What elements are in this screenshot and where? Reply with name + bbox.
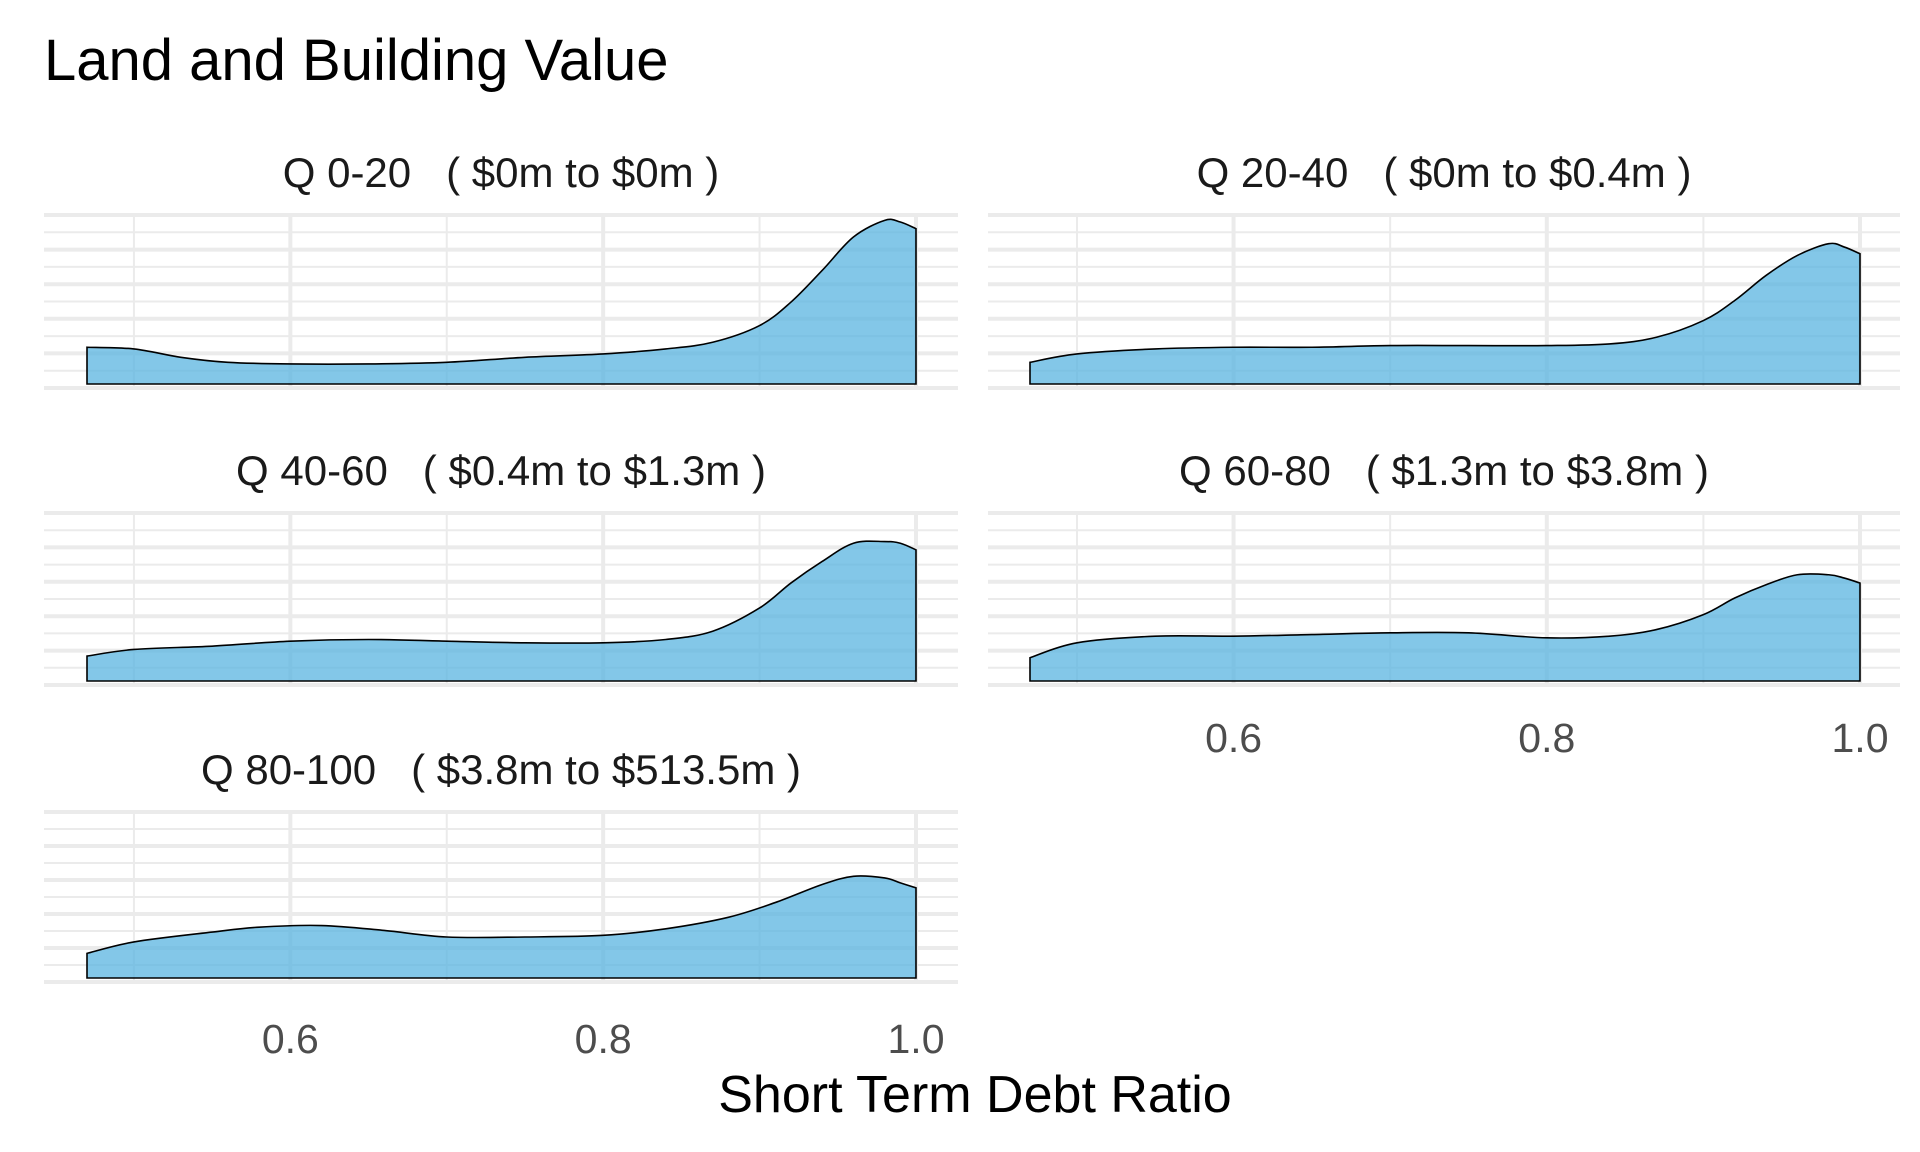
facet-panel: Q 0-20 ( $0m to $0m ) [44, 149, 958, 390]
density-area [86, 875, 917, 979]
x-tick-label: 0.6 [262, 1016, 319, 1062]
facet-strip-label: Q 0-20 ( $0m to $0m ) [283, 149, 720, 196]
facet-panel: Q 80-100 ( $3.8m to $513.5m ) [44, 746, 958, 984]
chart-title: Land and Building Value [44, 28, 669, 93]
density-area [1029, 573, 1861, 682]
density-area [1029, 242, 1861, 385]
facet-strip-label: Q 40-60 ( $0.4m to $1.3m ) [236, 447, 766, 494]
facet-panel: Q 20-40 ( $0m to $0.4m ) [988, 149, 1900, 390]
facet-strip-label: Q 20-40 ( $0m to $0.4m ) [1197, 149, 1692, 196]
x-tick-label: 1.0 [1832, 715, 1889, 761]
x-tick-label: 0.8 [575, 1016, 632, 1062]
density-area [86, 540, 917, 682]
facet-strip-label: Q 60-80 ( $1.3m to $3.8m ) [1179, 447, 1709, 494]
density-area [86, 218, 917, 385]
facet-panel: Q 40-60 ( $0.4m to $1.3m ) [44, 447, 958, 687]
facet-panels: Q 0-20 ( $0m to $0m ) Q 20-40 ( $0m to $0… [44, 149, 1900, 984]
x-axis-label: Short Term Debt Ratio [718, 1066, 1231, 1124]
x-tick-label: 0.6 [1205, 715, 1262, 761]
facet-strip-label: Q 80-100 ( $3.8m to $513.5m ) [201, 746, 801, 793]
facet-panel: Q 60-80 ( $1.3m to $3.8m ) [988, 447, 1900, 687]
x-axis-ticks: 0.6 0.8 1.0 0.6 0.8 1.0 [262, 715, 1889, 1062]
x-tick-label: 0.8 [1518, 715, 1575, 761]
x-tick-label: 1.0 [888, 1016, 945, 1062]
